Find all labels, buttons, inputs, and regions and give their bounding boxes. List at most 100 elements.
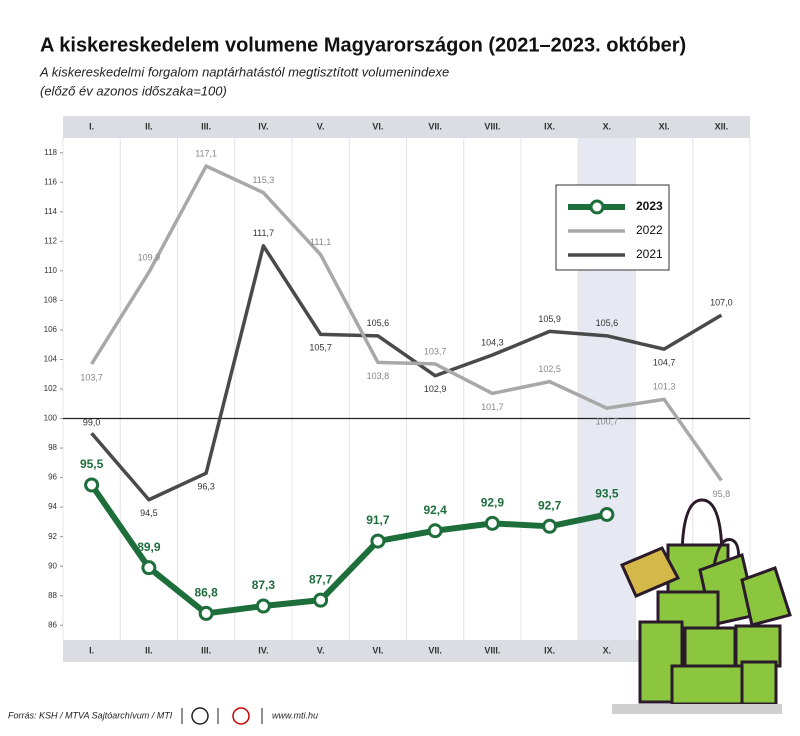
data-label: 86,8: [194, 586, 218, 600]
x-tick-label: IV.: [258, 645, 268, 655]
series-line: [89, 483, 608, 617]
x-tick-label: IX.: [544, 121, 555, 131]
y-tick-label: 118: [44, 148, 57, 157]
x-tick-label: VI.: [372, 121, 383, 131]
data-label: 93,5: [595, 487, 619, 501]
data-label: 96,3: [197, 482, 215, 492]
x-tick-label: VIII.: [484, 121, 500, 131]
y-tick-label: 88: [48, 591, 57, 600]
data-label: 115,3: [252, 175, 274, 185]
x-tick-label: VI.: [372, 645, 383, 655]
x-tick-label: I.: [89, 121, 94, 131]
header-band: [63, 116, 750, 138]
data-label: 95,8: [713, 489, 731, 499]
data-label: 102,5: [538, 364, 561, 374]
data-label: 103,7: [424, 346, 447, 356]
x-tick-label: II.: [145, 121, 153, 131]
y-tick-label: 112: [44, 236, 57, 245]
data-label: 103,8: [367, 371, 390, 381]
data-label: 104,3: [481, 337, 504, 347]
x-tick-label: IV.: [258, 121, 268, 131]
subtitle: (előző év azonos időszaka=100): [40, 83, 227, 98]
y-tick-label: 102: [44, 384, 58, 393]
x-tick-label: VII.: [428, 121, 442, 131]
data-label: 105,9: [538, 314, 561, 324]
x-tick-label: XI.: [659, 121, 670, 131]
legend-label: 2022: [636, 223, 663, 237]
data-label: 87,7: [309, 572, 333, 586]
x-tick-label: X.: [603, 645, 612, 655]
data-label: 105,6: [596, 318, 619, 328]
point-marker: [84, 477, 100, 493]
y-tick-label: 116: [44, 177, 57, 186]
y-tick-label: 90: [48, 561, 57, 570]
x-tick-label: III.: [201, 121, 211, 131]
x-tick-label: VII.: [428, 645, 442, 655]
data-label: 107,0: [710, 298, 733, 308]
y-tick-label: 86: [48, 620, 57, 629]
x-tick-label: XII.: [715, 121, 729, 131]
y-tick-label: 94: [48, 502, 57, 511]
data-label: 89,9: [137, 540, 161, 554]
y-tick-label: 98: [48, 443, 57, 452]
shopping-bags-illustration: [612, 498, 792, 714]
source: Forrás: KSH / MTVA Sajtóarchívum / MTI: [8, 710, 173, 720]
data-label: 99,0: [83, 418, 101, 428]
point-marker: [542, 518, 558, 534]
point-marker: [427, 523, 443, 539]
data-label: 92,7: [538, 498, 562, 512]
x-tick-label: V.: [317, 645, 325, 655]
y-tick-label: 104: [44, 355, 58, 364]
x-tick-label: VIII.: [484, 645, 500, 655]
y-tick-label: 110: [44, 266, 57, 275]
data-label: 95,5: [80, 457, 104, 471]
website: www.mti.hu: [272, 710, 318, 720]
series-line: [90, 244, 723, 502]
x-tick-label: X.: [603, 121, 612, 131]
data-label: 117,1: [195, 148, 217, 158]
x-tick-label: II.: [145, 645, 153, 655]
chart-title: A kiskereskedelem volumene Magyarországo…: [40, 34, 686, 56]
y-tick-label: 92: [48, 532, 57, 541]
data-label: 87,3: [252, 578, 276, 592]
data-label: 94,5: [140, 508, 158, 518]
data-label: 109,9: [138, 253, 161, 263]
data-label: 92,4: [423, 503, 447, 517]
point-marker: [313, 592, 329, 608]
point-marker: [370, 533, 386, 549]
y-tick-label: 100: [44, 414, 58, 423]
legend-label: 2023: [636, 199, 663, 213]
point-marker: [141, 560, 157, 576]
plot-area: I. I. II. II. III. III. IV. IV. V. V. VI. VI. VII. VI…: [44, 116, 751, 662]
point-marker: [599, 507, 615, 522]
data-label: 105,7: [309, 343, 332, 353]
data-label: 100,7: [596, 417, 619, 427]
y-tick-label: 106: [44, 325, 58, 334]
x-tick-label: III.: [201, 645, 211, 655]
data-label: 91,7: [366, 513, 390, 527]
y-tick-label: 114: [44, 207, 57, 216]
logo: [232, 707, 250, 725]
data-label: 101,3: [653, 382, 676, 392]
data-label: 104,7: [653, 358, 676, 368]
legend-marker: [589, 199, 605, 215]
series-line: [90, 164, 723, 482]
data-label: 92,9: [481, 496, 505, 510]
data-label: 102,9: [424, 384, 447, 394]
logo: [191, 707, 209, 725]
data-label: 111,1: [310, 237, 331, 247]
data-label: 101,7: [481, 402, 504, 412]
y-tick-label: 108: [44, 296, 58, 305]
legend-label: 2021: [636, 247, 663, 261]
y-tick-label: 96: [48, 473, 57, 482]
x-tick-label: V.: [317, 121, 325, 131]
data-label: 105,6: [367, 318, 390, 328]
point-marker: [255, 598, 271, 614]
x-tick-label: IX.: [544, 645, 555, 655]
subtitle: A kiskereskedelmi forgalom naptárhatástó…: [39, 64, 449, 79]
data-label: 103,7: [80, 372, 103, 382]
x-tick-label: I.: [89, 645, 94, 655]
point-marker: [484, 515, 500, 531]
data-label: 111,7: [253, 228, 274, 238]
